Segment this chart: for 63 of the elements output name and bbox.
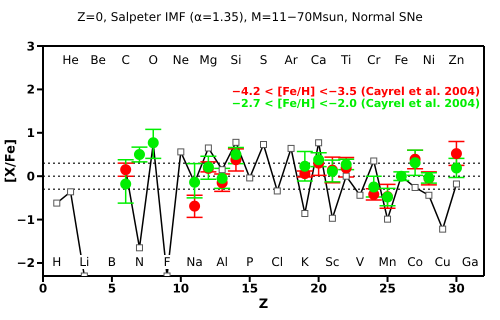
annotation: Be <box>90 53 106 67</box>
point <box>450 162 462 174</box>
point <box>189 200 200 212</box>
point <box>216 172 228 184</box>
chart-title: Z=0, Salpeter IMF (α=1.35), M=11−70Msun, Normal SNe <box>76 10 424 24</box>
point <box>313 154 324 166</box>
annotation: Cu <box>434 255 451 269</box>
annotation: H <box>52 255 62 269</box>
annotation: S <box>260 53 268 67</box>
annotation: Cr <box>367 53 380 67</box>
annotation: Ne <box>172 53 189 67</box>
annotation: Zn <box>448 53 464 67</box>
text: −4.2 < [Fe/H] <−3.5 (Cayrel et al. 2004) <box>232 85 480 98</box>
annotation: Si <box>230 53 242 67</box>
annotation: Al <box>216 255 228 269</box>
annotation: N <box>134 255 144 269</box>
y-tick-label: 0 <box>26 169 35 184</box>
annotation: V <box>356 255 365 269</box>
annotation: Na <box>186 255 203 269</box>
point <box>148 137 159 148</box>
text: −2.7 < [Fe/H] <−2.0 (Cayrel et al. 2004) <box>232 97 480 110</box>
y-tick-label: 2 <box>26 82 35 97</box>
annotation: Ni <box>422 53 436 67</box>
x-tick-label: 5 <box>108 282 116 296</box>
annotation: Ga <box>462 255 479 269</box>
point <box>120 178 132 190</box>
annotation: Cl <box>271 255 284 269</box>
annotation: Ti <box>340 53 352 67</box>
annotation: Ar <box>284 53 298 67</box>
annotation: He <box>62 53 79 67</box>
point <box>189 176 200 188</box>
annotation: B <box>108 255 116 269</box>
annotation: Fe <box>394 53 408 67</box>
x-tick-label: 0 <box>38 282 48 296</box>
x-tick-label: 30 <box>448 282 465 296</box>
annotation: Sc <box>325 255 340 269</box>
point <box>410 157 421 168</box>
x-tick-label: 20 <box>310 282 327 296</box>
annotation: F <box>164 255 171 269</box>
x-tick-label: 15 <box>241 282 258 296</box>
annotation: O <box>148 53 158 67</box>
annotation: Ca <box>310 53 326 67</box>
point <box>368 182 380 193</box>
y-tick-label: 3 <box>26 39 35 54</box>
y-tick-label: 1 <box>26 126 35 140</box>
annotation: C <box>121 53 130 67</box>
point <box>450 148 462 160</box>
annotation: P <box>246 255 254 269</box>
point <box>230 148 242 160</box>
annotation: Mn <box>378 255 397 269</box>
annotation: Li <box>79 255 90 269</box>
y-tick-label: −2 <box>16 256 35 270</box>
y-tick-label: −1 <box>16 212 35 227</box>
x-tick-label: 25 <box>379 282 396 296</box>
annotation: K <box>300 255 310 269</box>
annotation: Co <box>407 255 423 269</box>
x-tick-label: 10 <box>172 282 190 296</box>
point <box>340 158 352 170</box>
x-axis-title: Z <box>258 297 268 312</box>
point <box>299 160 310 172</box>
y-axis-title: [X/Fe] <box>4 139 19 183</box>
annotation: Mg <box>199 53 218 67</box>
point <box>134 148 145 160</box>
